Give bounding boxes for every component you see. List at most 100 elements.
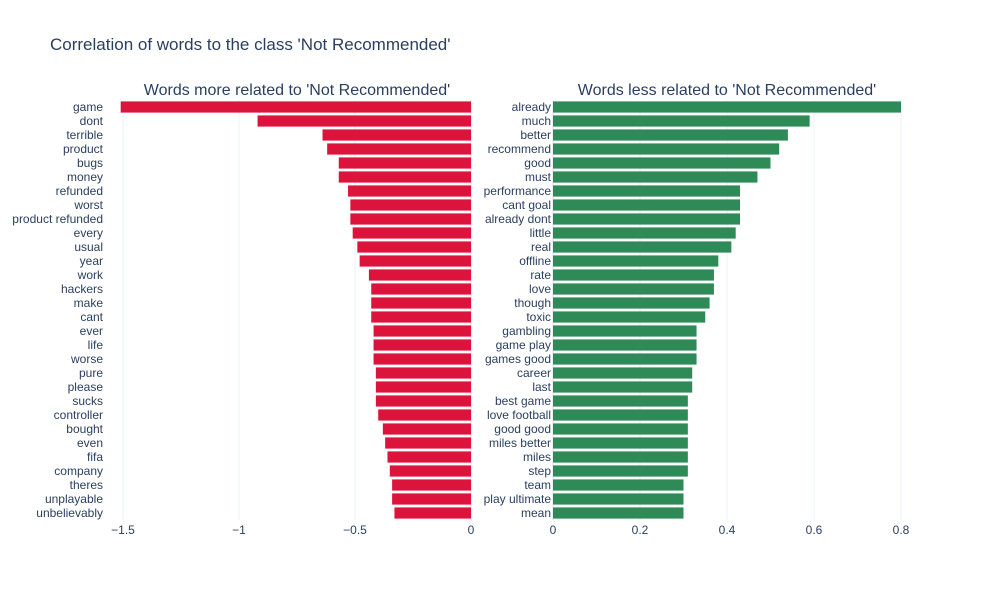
bar-left-6 [348,185,471,197]
bar-right-18 [553,353,697,365]
bar-left-24 [385,437,471,449]
category-label-right-17: game play [496,338,551,352]
category-label-left-3: product [63,142,104,156]
x-tick-label-right-0: 0 [550,523,557,537]
category-label-right-21: best game [495,394,551,408]
category-label-right-13: love [529,282,551,296]
category-label-left-8: product refunded [12,212,103,226]
bar-left-29 [394,507,471,519]
category-label-left-0: game [73,100,103,114]
bar-right-3 [553,143,780,155]
category-label-right-10: real [531,240,551,254]
bar-right-22 [553,409,688,421]
category-label-left-5: money [67,170,103,184]
category-label-left-16: ever [80,324,103,338]
category-label-right-26: step [528,464,551,478]
x-tick-label-right-3: 0.6 [806,523,823,537]
category-label-left-23: bought [66,422,103,436]
category-label-right-28: play ultimate [484,492,552,506]
category-label-right-20: last [532,380,551,394]
category-label-right-1: much [522,114,551,128]
bar-right-1 [553,115,810,127]
bar-left-28 [392,493,471,505]
bar-right-17 [553,339,697,351]
panel-title-right: Words less related to 'Not Recommended' [578,82,876,99]
bar-right-6 [553,185,741,197]
bar-left-26 [389,465,471,477]
category-label-right-6: performance [484,184,552,198]
category-label-right-9: little [530,226,552,240]
bar-right-2 [553,129,788,141]
bar-right-25 [553,451,688,463]
bar-left-3 [327,143,471,155]
category-label-right-22: love football [487,408,551,422]
bar-left-11 [359,255,471,267]
panel-title-left: Words more related to 'Not Recommended' [144,82,450,99]
category-label-right-7: cant goal [502,198,551,212]
category-label-right-29: mean [521,506,551,520]
bar-left-21 [375,395,471,407]
bar-left-2 [322,129,471,141]
category-label-right-24: miles better [489,436,551,450]
bar-left-18 [373,353,471,365]
category-label-right-18: games good [485,352,551,366]
category-label-right-3: recommend [488,142,551,156]
category-label-right-19: career [517,366,551,380]
category-label-left-6: refunded [56,184,103,198]
bar-right-15 [553,311,706,323]
bar-left-27 [392,479,471,491]
bar-right-29 [553,507,684,519]
chart-title: Correlation of words to the class 'Not R… [50,35,451,54]
bar-right-28 [553,493,684,505]
category-label-right-8: already dont [485,212,552,226]
category-label-left-14: make [74,296,104,310]
category-label-left-2: terrible [66,128,103,142]
category-label-right-23: good good [494,422,551,436]
chart-panel-left: Words more related to 'Not Recommended' g… [12,82,474,537]
bar-left-9 [352,227,471,239]
bar-right-10 [553,241,732,253]
category-label-right-25: miles [523,450,551,464]
bar-right-21 [553,395,688,407]
bar-left-12 [368,269,471,281]
bar-left-7 [350,199,471,211]
x-tick-label-left-1: −1 [232,523,246,537]
category-label-left-22: controller [54,408,103,422]
bar-left-23 [382,423,471,435]
chart-panels: Words more related to 'Not Recommended' g… [12,82,909,537]
bar-right-0 [553,101,901,113]
category-label-left-21: sucks [72,394,103,408]
category-label-left-20: please [68,380,104,394]
category-label-right-12: rate [530,268,551,282]
x-tick-label-right-1: 0.2 [632,523,649,537]
x-tick-label-right-4: 0.8 [893,523,910,537]
bar-left-15 [371,311,471,323]
bar-left-14 [371,297,471,309]
bar-left-5 [338,171,471,183]
category-label-left-7: worst [73,198,103,212]
bar-right-27 [553,479,684,491]
category-label-left-26: company [54,464,103,478]
bar-right-9 [553,227,736,239]
category-label-left-19: pure [79,366,103,380]
category-label-left-29: unbelievably [36,506,103,520]
bar-right-19 [553,367,693,379]
bar-right-5 [553,171,758,183]
bar-right-11 [553,255,719,267]
bar-right-8 [553,213,741,225]
category-label-left-4: bugs [77,156,103,170]
bar-left-4 [338,157,471,169]
bar-right-14 [553,297,710,309]
bar-right-13 [553,283,714,295]
category-label-right-14: though [514,296,551,310]
category-label-right-16: gambling [502,324,551,338]
bar-right-16 [553,325,697,337]
bar-right-23 [553,423,688,435]
category-label-left-13: hackers [61,282,103,296]
bar-left-13 [371,283,471,295]
bar-left-10 [357,241,471,253]
category-label-left-17: life [88,338,104,352]
bar-left-17 [373,339,471,351]
x-tick-label-right-2: 0.4 [719,523,736,537]
